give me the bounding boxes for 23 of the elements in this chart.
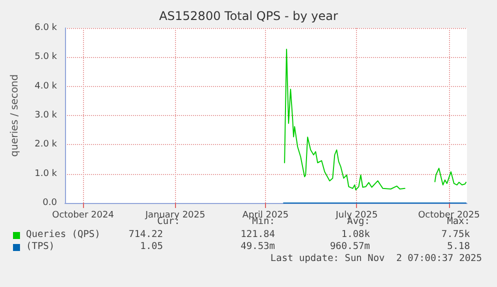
text: 5.18 [447, 241, 470, 252]
y-tick-label: 2.0 k [34, 140, 58, 150]
y-tick-label: 3.0 k [34, 110, 58, 120]
text: 714.22 [128, 229, 163, 240]
y-tick-label: 5.0 k [34, 52, 58, 62]
legend-label: Queries (QPS) [26, 229, 100, 240]
y-tick-label: 6.0 k [34, 23, 58, 33]
text: 7.75k [441, 229, 470, 240]
text: 1.05 [140, 241, 163, 252]
chart-title: AS152800 Total QPS - by year [159, 9, 338, 23]
text: 49.53m [240, 241, 275, 252]
text: 960.57m [330, 241, 370, 252]
y-tick-label: 4.0 k [34, 81, 58, 92]
text: Avg: [347, 216, 370, 227]
y-axis-title: queries / second [10, 74, 20, 157]
y-tick-label: 0.0 [42, 198, 58, 208]
text: Max: [447, 216, 470, 227]
y-tick-label: 1.0 k [34, 168, 58, 179]
x-tick-label: October 2024 [52, 210, 114, 220]
text: 121.84 [240, 229, 275, 240]
text: 1.08k [341, 229, 370, 240]
text: Last update: Sun Nov 2 07:00:37 2025 [270, 253, 482, 264]
legend-label: (TPS) [26, 241, 55, 252]
